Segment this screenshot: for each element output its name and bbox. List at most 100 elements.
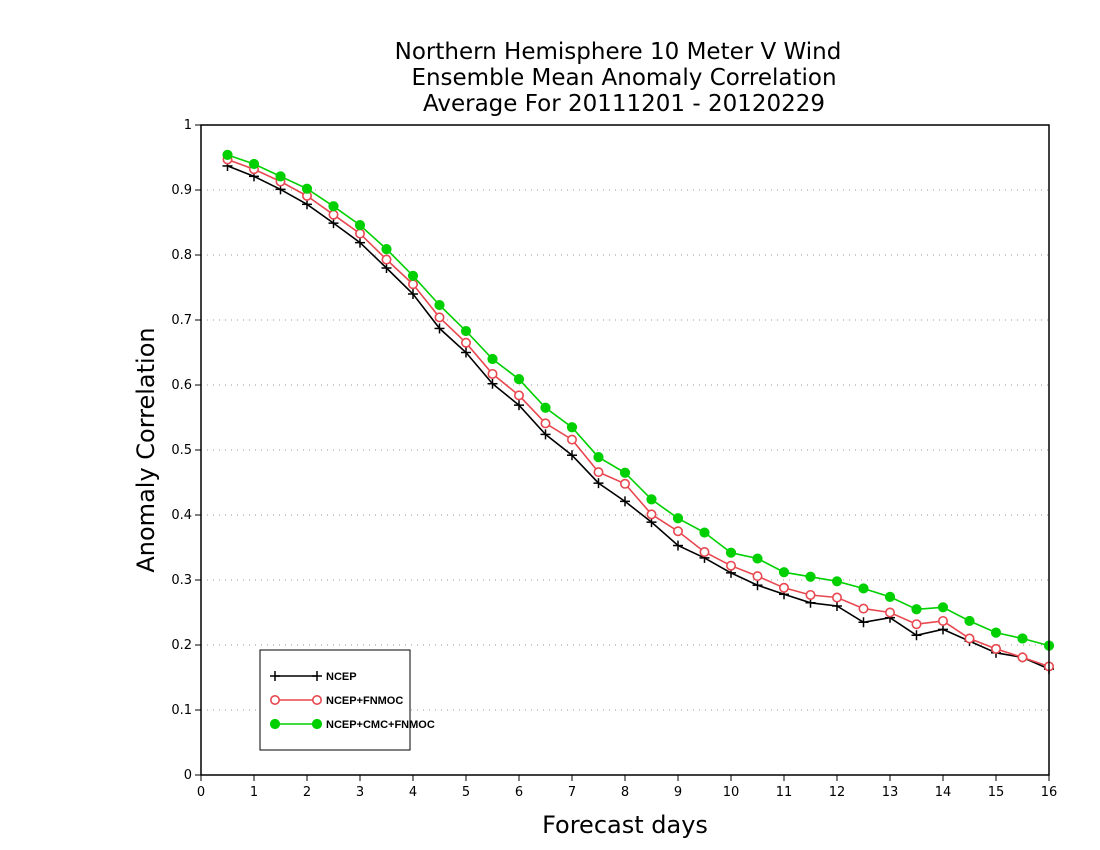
- data-point: [328, 209, 339, 220]
- legend-marker: [269, 694, 280, 705]
- data-point: [1017, 652, 1028, 663]
- data-point: [487, 353, 498, 365]
- data-point: [593, 478, 604, 489]
- x-tick-label: 4: [409, 785, 417, 800]
- y-tick-label: 1: [184, 118, 192, 133]
- data-point: [620, 496, 630, 507]
- data-point: [778, 567, 790, 578]
- legend-item: NCEP+FNMOC: [269, 694, 403, 707]
- legend-label: NCEP+CMC+FNMOC: [326, 719, 435, 731]
- data-point: [460, 337, 471, 348]
- legend-label: NCEP: [326, 671, 357, 683]
- legend-marker: [270, 671, 280, 681]
- data-point: [513, 374, 525, 385]
- x-tick-label: 14: [935, 785, 952, 800]
- x-tick-label: 16: [1041, 785, 1058, 800]
- data-point: [460, 325, 472, 337]
- data-point: [752, 571, 763, 582]
- data-point: [964, 633, 975, 644]
- data-point: [832, 601, 842, 611]
- data-point: [328, 218, 339, 229]
- data-point: [911, 630, 922, 641]
- x-tick-label: 2: [303, 785, 311, 800]
- data-point: [487, 378, 498, 389]
- data-point: [275, 171, 286, 182]
- legend-marker: [269, 718, 281, 730]
- data-point: [381, 254, 392, 265]
- series-line: [227, 165, 1050, 670]
- data-point: [461, 347, 471, 358]
- series-line: [227, 154, 1050, 647]
- y-tick-label: 0.2: [171, 638, 192, 653]
- data-point: [699, 527, 710, 538]
- chart-title-line-2: Ensemble Mean Anomaly Correlation: [411, 65, 836, 91]
- legend-label: NCEP+FNMOC: [326, 695, 403, 707]
- legend-marker: [311, 694, 322, 705]
- chart-title-line-1: Northern Hemisphere 10 Meter V Wind: [395, 39, 842, 65]
- data-point: [672, 526, 683, 537]
- data-point: [858, 583, 869, 594]
- data-point: [752, 580, 763, 591]
- y-axis-label: Anomaly Correlation: [132, 327, 160, 572]
- x-tick-label: 6: [515, 785, 523, 800]
- data-point: [408, 289, 418, 299]
- data-point: [699, 547, 710, 558]
- y-tick-label: 0.5: [171, 443, 192, 458]
- x-tick-label: 10: [723, 785, 740, 800]
- data-point: [328, 201, 339, 212]
- data-point: [407, 279, 418, 290]
- data-point: [990, 643, 1001, 654]
- data-point: [434, 323, 445, 334]
- data-point: [354, 220, 366, 231]
- x-tick-label: 15: [988, 785, 1005, 800]
- x-tick-label: 13: [882, 785, 899, 800]
- series-ncep: [222, 160, 1054, 675]
- data-point: [540, 429, 551, 440]
- data-point: [381, 263, 392, 273]
- data-point: [434, 312, 445, 323]
- data-point: [964, 615, 975, 627]
- data-point: [540, 418, 551, 429]
- data-point: [355, 237, 365, 248]
- data-point: [381, 244, 392, 255]
- data-point: [487, 368, 498, 379]
- data-point: [566, 434, 577, 445]
- legend-marker: [311, 718, 323, 730]
- data-point: [434, 299, 445, 311]
- data-point: [805, 571, 816, 582]
- gridlines: [201, 189, 1049, 711]
- x-tick-label: 7: [568, 785, 576, 800]
- data-point: [248, 158, 260, 170]
- data-point: [513, 390, 524, 401]
- data-point: [619, 467, 631, 478]
- data-point: [593, 452, 604, 463]
- chart-title: Northern Hemisphere 10 Meter V Wind Ense…: [395, 39, 842, 117]
- data-point: [567, 450, 577, 461]
- data-point: [884, 591, 896, 603]
- x-axis-label: Forecast days: [542, 811, 708, 839]
- x-tick-label: 1: [250, 785, 258, 800]
- series-ncep-cmc-fnmoc: [222, 149, 1055, 651]
- data-point: [831, 576, 843, 587]
- x-tick-label: 8: [621, 785, 629, 800]
- x-tick-label: 0: [197, 785, 205, 800]
- x-axis: 0 1 2 3 4 5 6 7 8 9 10 11 12 13 14 15 16: [197, 775, 1057, 800]
- data-point: [752, 553, 763, 564]
- x-tick-label: 11: [776, 785, 793, 800]
- data-point: [301, 183, 313, 194]
- data-point: [858, 617, 869, 628]
- data-point: [990, 627, 1002, 638]
- legend-item: NCEP: [270, 671, 357, 683]
- series-ncep-fnmoc: [222, 154, 1055, 672]
- data-point: [222, 149, 233, 160]
- y-tick-label: 0.4: [171, 508, 192, 523]
- legend-item: NCEP+CMC+FNMOC: [269, 718, 435, 731]
- data-point: [937, 615, 948, 626]
- data-point: [884, 607, 895, 618]
- data-point: [673, 540, 683, 551]
- x-tick-label: 3: [356, 785, 364, 800]
- data-point: [778, 582, 789, 593]
- data-point: [831, 592, 842, 603]
- data-point: [938, 624, 948, 635]
